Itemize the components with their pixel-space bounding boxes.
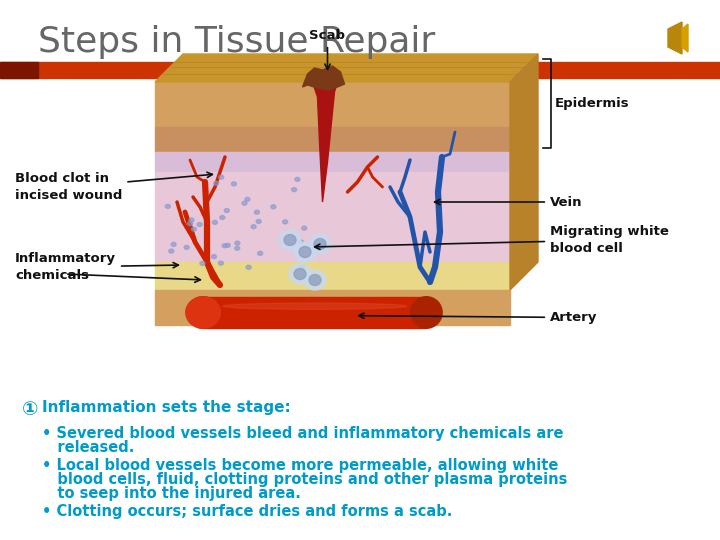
Text: Epidermis: Epidermis <box>555 97 629 110</box>
Ellipse shape <box>245 197 250 201</box>
Polygon shape <box>668 22 682 54</box>
Ellipse shape <box>188 221 193 226</box>
Ellipse shape <box>212 254 217 259</box>
Text: • Clotting occurs; surface dries and forms a scab.: • Clotting occurs; surface dries and for… <box>42 504 452 519</box>
Ellipse shape <box>283 220 287 224</box>
Text: Blood clot in
incised wound: Blood clot in incised wound <box>15 172 212 202</box>
Ellipse shape <box>295 177 300 181</box>
Ellipse shape <box>225 244 230 247</box>
Ellipse shape <box>304 270 326 290</box>
Ellipse shape <box>192 227 197 231</box>
Ellipse shape <box>231 182 236 186</box>
Bar <box>0 62 38 78</box>
Polygon shape <box>308 82 338 202</box>
Ellipse shape <box>197 222 202 226</box>
Ellipse shape <box>309 234 331 254</box>
Ellipse shape <box>256 219 261 224</box>
Text: Steps in Tissue Repair: Steps in Tissue Repair <box>38 25 436 59</box>
Ellipse shape <box>246 265 251 269</box>
Ellipse shape <box>254 210 259 214</box>
Text: released.: released. <box>42 440 135 455</box>
Text: to seep into the injured area.: to seep into the injured area. <box>42 486 301 501</box>
Text: • Local blood vessels become more permeable, allowing white: • Local blood vessels become more permea… <box>42 458 559 473</box>
Ellipse shape <box>289 264 311 284</box>
Ellipse shape <box>225 208 229 213</box>
Ellipse shape <box>214 181 219 185</box>
Ellipse shape <box>222 303 407 309</box>
Ellipse shape <box>220 215 225 220</box>
Ellipse shape <box>284 234 296 246</box>
Bar <box>0 62 720 78</box>
Ellipse shape <box>298 240 303 244</box>
Ellipse shape <box>242 201 247 205</box>
Bar <box>155 262 510 290</box>
Ellipse shape <box>410 297 442 328</box>
Ellipse shape <box>219 175 224 179</box>
Text: Inflammation sets the stage:: Inflammation sets the stage: <box>42 400 291 415</box>
Polygon shape <box>155 54 538 82</box>
Bar <box>203 297 426 328</box>
Text: blood cells, fluid, clotting proteins and other plasma proteins: blood cells, fluid, clotting proteins an… <box>42 472 567 487</box>
Ellipse shape <box>189 218 194 222</box>
Ellipse shape <box>235 246 240 250</box>
Ellipse shape <box>300 265 305 269</box>
Ellipse shape <box>294 268 306 280</box>
Ellipse shape <box>218 261 223 265</box>
Text: Migrating white
blood cell: Migrating white blood cell <box>315 225 669 255</box>
Text: Vein: Vein <box>435 195 582 208</box>
Ellipse shape <box>292 188 297 192</box>
Bar <box>155 152 510 172</box>
Ellipse shape <box>168 249 174 253</box>
Polygon shape <box>510 54 538 290</box>
Ellipse shape <box>294 242 316 262</box>
Ellipse shape <box>212 220 217 224</box>
Ellipse shape <box>184 245 189 249</box>
Ellipse shape <box>258 251 263 255</box>
Ellipse shape <box>302 226 307 230</box>
Ellipse shape <box>166 204 171 208</box>
Ellipse shape <box>299 246 311 258</box>
Ellipse shape <box>187 297 219 328</box>
Bar <box>155 82 510 127</box>
Text: • Severed blood vessels bleed and inflammatory chemicals are: • Severed blood vessels bleed and inflam… <box>42 426 564 441</box>
Ellipse shape <box>222 244 228 248</box>
Ellipse shape <box>200 261 205 266</box>
Ellipse shape <box>171 242 176 246</box>
Bar <box>155 290 510 325</box>
Text: Inflammatory
chemicals: Inflammatory chemicals <box>15 252 179 282</box>
Polygon shape <box>302 66 344 90</box>
Bar <box>155 127 510 152</box>
Polygon shape <box>682 24 688 52</box>
Text: ①: ① <box>22 400 38 419</box>
Ellipse shape <box>279 230 301 250</box>
Text: Scab: Scab <box>310 29 346 69</box>
Ellipse shape <box>251 225 256 228</box>
Ellipse shape <box>314 239 326 249</box>
Text: Artery: Artery <box>359 311 598 324</box>
Ellipse shape <box>186 297 220 328</box>
Ellipse shape <box>309 274 321 286</box>
Ellipse shape <box>235 241 240 245</box>
Bar <box>155 172 510 262</box>
Ellipse shape <box>271 205 276 209</box>
